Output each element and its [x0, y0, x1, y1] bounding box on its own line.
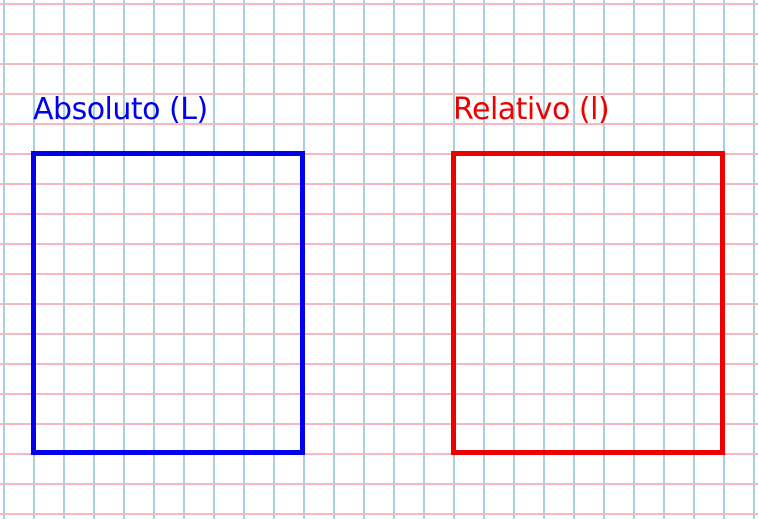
relative-label: Relativo (l) — [453, 92, 610, 127]
absolute-label: Absoluto (L) — [33, 92, 208, 127]
relative-square — [451, 151, 725, 455]
absolute-square — [31, 151, 305, 455]
